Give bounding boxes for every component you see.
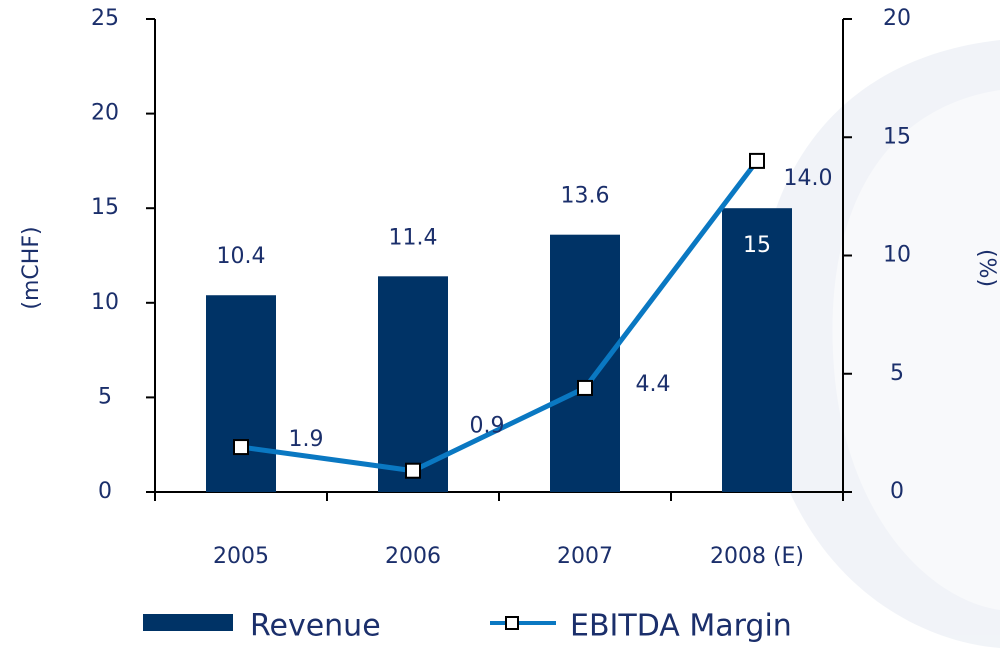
line-marker: [233, 439, 249, 456]
y-tick-label: 15: [91, 195, 119, 220]
bar-value-label: 11.4: [389, 225, 438, 250]
y2-tick-label: 20: [883, 6, 911, 31]
x-tick-label: 2007: [557, 544, 613, 569]
x-tick-label: 2006: [385, 544, 441, 569]
watermark: [757, 40, 1000, 648]
line-value-label: 14.0: [784, 166, 833, 191]
y-tick-label: 10: [91, 290, 119, 315]
bar: [550, 234, 620, 493]
bar: [206, 295, 276, 492]
line: [240, 159, 759, 474]
y-tick-label: 20: [91, 101, 119, 126]
y2-axis-label: (%): [974, 249, 999, 287]
line-marker: [577, 379, 593, 396]
y-tick-label: 25: [91, 6, 119, 31]
legend-marker: [505, 616, 519, 630]
line-value-label: 1.9: [289, 427, 324, 452]
line-marker: [749, 152, 765, 169]
legend-label: Revenue: [250, 609, 381, 644]
legend-label: EBITDA Margin: [570, 609, 792, 644]
y2-tick-label: 5: [890, 361, 904, 386]
y2-tick-label: 15: [883, 124, 911, 149]
bar: [722, 208, 792, 492]
bar: [378, 276, 448, 492]
y-axis-label: (mCHF): [19, 226, 44, 309]
legend-swatch: [143, 614, 233, 631]
bar-value-label: 13.6: [561, 184, 610, 209]
bar-value-label: 15: [743, 233, 771, 258]
line-value-label: 4.4: [636, 372, 671, 397]
y2-tick-label: 10: [883, 243, 911, 268]
line-marker: [405, 462, 421, 479]
y-tick-label: 5: [98, 384, 112, 409]
x-tick-label: 2008 (E): [710, 544, 804, 569]
x-tick-label: 2005: [213, 544, 269, 569]
y2-tick-label: 0: [890, 479, 904, 504]
bar-value-label: 10.4: [217, 244, 266, 269]
watermark-shape: [832, 90, 1000, 610]
line-value-label: 0.9: [470, 414, 505, 439]
y-tick-label: 0: [98, 479, 112, 504]
